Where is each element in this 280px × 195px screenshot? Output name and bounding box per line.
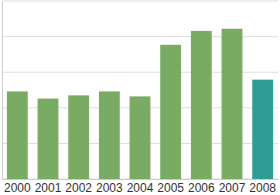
x-tick-label: 2002: [65, 181, 92, 195]
bar: [222, 29, 243, 179]
x-axis: 2000 20012002 2003 20042005 2006 20072008: [3, 179, 279, 195]
grid-line: [2, 1, 278, 2]
x-tick: 2005: [157, 179, 184, 195]
x-tick: 2006: [188, 179, 215, 195]
x-tick-label: 2000: [4, 181, 31, 195]
bar: [38, 99, 59, 179]
bar: [191, 31, 212, 179]
x-tick-label: 2008: [249, 181, 276, 195]
bar: [252, 80, 273, 179]
x-tick: 2000: [4, 179, 31, 195]
x-tick-label: 2004: [127, 181, 154, 195]
grid: [2, 1, 278, 179]
bar: [99, 91, 120, 179]
y-axis-line: [2, 2, 3, 180]
plot: 2000 20012002 2003 20042005 2006 20072008: [2, 1, 279, 195]
x-tick: 2007: [219, 179, 246, 195]
bar: [7, 91, 28, 179]
x-tick-label: 2007: [219, 181, 246, 195]
bar: [68, 95, 89, 179]
x-tick: 2001: [35, 179, 62, 195]
bar: [130, 96, 151, 179]
x-tick: 2002: [65, 179, 92, 195]
x-tick-label: 2006: [188, 181, 215, 195]
x-tick: 2003: [96, 179, 123, 195]
x-tick: 2008: [249, 179, 276, 195]
chart: 2000 20012002 2003 20042005 2006 20072008: [0, 0, 280, 195]
bar: [160, 45, 181, 179]
x-tick: 2004: [127, 179, 154, 195]
x-tick-label: 2005: [157, 181, 184, 195]
x-tick-label: 2003: [96, 181, 123, 195]
bars: [7, 29, 273, 179]
x-tick-label: 2001: [35, 181, 62, 195]
y-axis: [2, 2, 4, 180]
